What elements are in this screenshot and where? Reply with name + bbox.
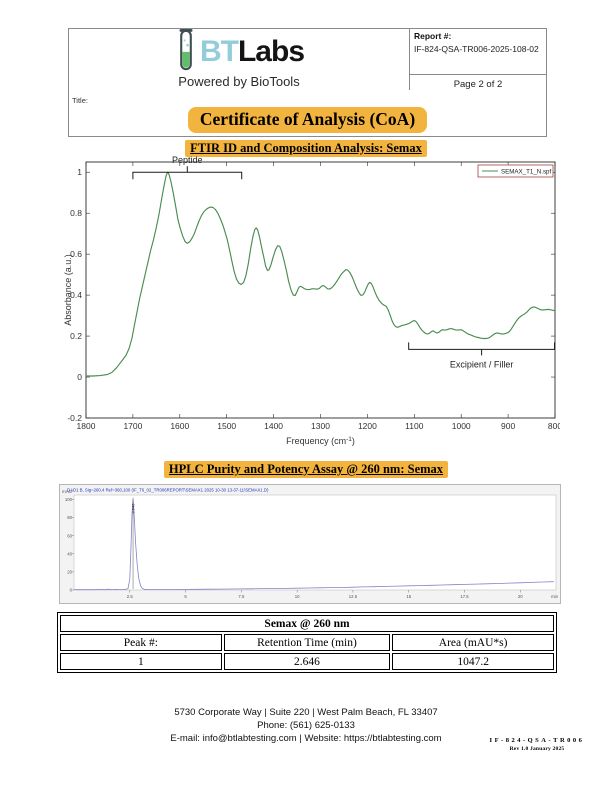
svg-text:12.5: 12.5 [349,594,358,599]
header-right-column: Report #: IF-824-QSA-TR006-2025-108-02 P… [410,29,546,94]
svg-text:1800: 1800 [77,421,96,431]
ftir-section-heading-row: FTIR ID and Composition Analysis: Semax [0,139,612,157]
svg-text:Absorbance (a.u.): Absorbance (a.u.) [64,254,73,326]
ftir-spectrum-plot: 1800 1700 1600 1500 1400 1300 1200 1100 1000 900 8… [63,155,562,446]
svg-text:SEMAX_T1_N.spf: SEMAX_T1_N.spf [501,169,551,176]
svg-text:1400: 1400 [264,421,283,431]
btlabs-logo: BT Labs [174,28,305,77]
svg-text:Frequency (cm-1): Frequency (cm-1) [286,436,355,446]
svg-text:40: 40 [67,551,72,556]
svg-text:5: 5 [184,594,187,599]
svg-text:2.646: 2.646 [131,503,136,514]
svg-text:1500: 1500 [217,421,236,431]
document-code-block: IF-824-QSA-TR006 Rev 1.0 January 2025 [478,737,596,752]
svg-text:0.6: 0.6 [70,249,82,259]
svg-text:DAD1 B, Sig=260,4 Ref=360,100: DAD1 B, Sig=260,4 Ref=360,100 (IF_T6_02_… [67,488,269,493]
test-tube-icon [174,28,198,77]
logo-text-labs: Labs [237,35,305,68]
svg-text:min: min [551,594,559,599]
table-title: Semax @ 260 nm [60,615,554,632]
svg-text:1300: 1300 [311,421,330,431]
svg-text:mAU: mAU [62,489,72,494]
svg-text:0: 0 [77,372,82,382]
report-number-value: IF-824-QSA-TR006-2025-108-02 [414,44,539,54]
col-header-area: Area (mAU*s) [392,634,554,651]
svg-text:17.5: 17.5 [460,594,469,599]
svg-text:80: 80 [67,515,72,520]
table-title-row: Semax @ 260 nm [60,615,554,632]
svg-text:1: 1 [77,167,82,177]
svg-text:100: 100 [65,497,73,502]
document-code: IF-824-QSA-TR006 [489,737,585,744]
svg-text:15: 15 [406,594,411,599]
document-revision: Rev 1.0 January 2025 [509,746,565,752]
col-header-retention: Retention Time (min) [223,634,391,651]
footer-address: 5730 Corporate Way | Suite 220 | West Pa… [174,707,438,718]
svg-text:1000: 1000 [452,421,471,431]
svg-text:1100: 1100 [405,421,424,431]
header-top-row: BT Labs Powered by BioTools Report #: IF-… [69,28,546,94]
report-number-cell: Report #: IF-824-QSA-TR006-2025-108-02 [410,29,546,75]
page-indicator: Page 2 of 2 [453,79,503,90]
ftir-section-heading: FTIR ID and Composition Analysis: Semax [185,140,427,157]
header-table: BT Labs Powered by BioTools Report #: IF-… [68,28,547,137]
svg-text:Excipient / Filler: Excipient / Filler [450,359,514,369]
svg-text:20: 20 [67,570,72,575]
footer-contact: E-mail: info@btlabtesting.com | Website:… [170,733,442,744]
ftir-chart: 1800 1700 1600 1500 1400 1300 1200 1100 1000 900 8… [63,154,562,448]
svg-text:10: 10 [295,594,300,599]
certificate-heading: Certificate of Analysis (CoA) [187,107,428,133]
hplc-section-heading: HPLC Purity and Potency Assay @ 260 nm: … [163,461,449,478]
col-header-peak: Peak #: [60,634,222,651]
hplc-section-heading-row: HPLC Purity and Potency Assay @ 260 nm: … [0,460,612,478]
svg-text:0.2: 0.2 [70,331,82,341]
svg-text:800: 800 [548,421,560,431]
results-table: Semax @ 260 nm Peak #: Retention Time (m… [57,612,557,673]
logo-tagline: Powered by BioTools [178,74,300,89]
svg-text:Peptide: Peptide [172,155,203,165]
hplc-chromatogram-plot: DAD1 B, Sig=260,4 Ref=360,100 (IF_T6_02_… [59,484,561,604]
svg-text:-0.2: -0.2 [67,413,82,423]
svg-text:2.5: 2.5 [127,594,134,599]
svg-text:900: 900 [501,421,515,431]
svg-text:60: 60 [67,533,72,538]
title-field-label: Title: [72,96,88,105]
svg-text:0: 0 [70,588,73,593]
hplc-chart: DAD1 B, Sig=260,4 Ref=360,100 (IF_T6_02_… [59,484,561,604]
logo-text-bt: BT [199,35,239,68]
svg-text:20: 20 [518,594,523,599]
report-number-label: Report #: [414,31,452,41]
table-row: 1 2.646 1047.2 [60,653,554,670]
title-row: Title: Certificate of Analysis (CoA) [69,94,546,136]
svg-text:1700: 1700 [123,421,142,431]
cell-retention-time: 2.646 [223,653,391,670]
footer: 5730 Corporate Way | Suite 220 | West Pa… [0,706,612,745]
svg-text:1200: 1200 [358,421,377,431]
logo-cell: BT Labs Powered by BioTools [69,28,410,90]
footer-phone: Phone: (561) 625-0133 [257,720,355,731]
svg-text:0.4: 0.4 [70,290,82,300]
svg-text:1600: 1600 [170,421,189,431]
cell-peak-number: 1 [60,653,222,670]
svg-text:7.5: 7.5 [238,594,245,599]
table-header-row: Peak #: Retention Time (min) Area (mAU*s… [60,634,554,651]
cell-area: 1047.2 [392,653,554,670]
svg-text:0.8: 0.8 [70,208,82,218]
